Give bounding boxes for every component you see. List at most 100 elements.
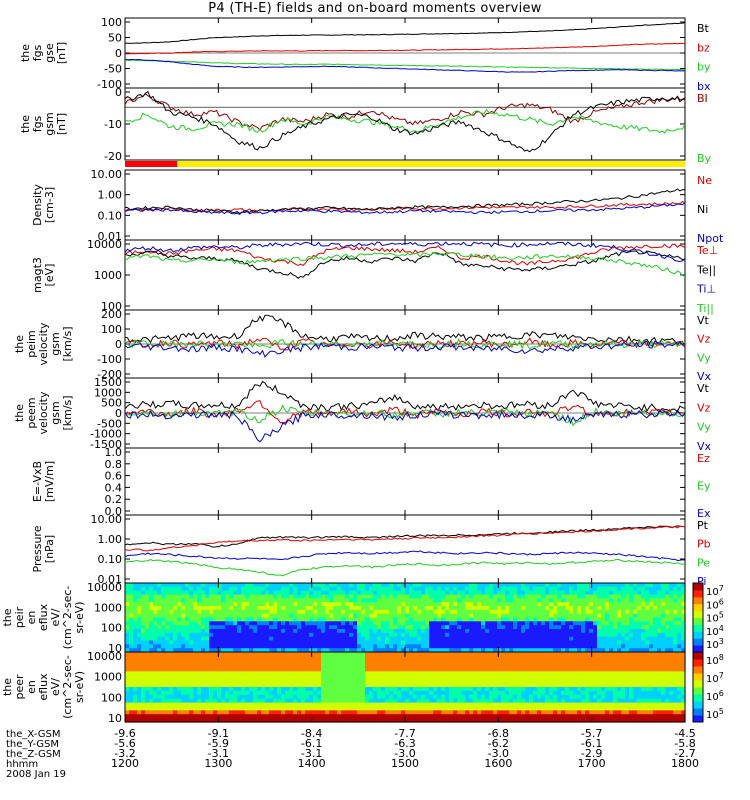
heatmap-cell [273, 667, 278, 673]
heatmap-cell [593, 652, 598, 657]
heatmap-cell [665, 636, 670, 642]
heatmap-cell [525, 644, 530, 649]
heatmap-cell [297, 613, 302, 619]
heatmap-cell [237, 583, 242, 588]
heatmap-cell [413, 636, 418, 642]
heatmap-cell [385, 621, 390, 626]
heatmap-cell [341, 594, 346, 599]
heatmap-cell [425, 613, 430, 619]
heatmap-cell [465, 698, 470, 704]
heatmap-cell [277, 644, 282, 649]
heatmap-cell [485, 659, 490, 665]
heatmap-cell [481, 583, 486, 588]
heatmap-cell [233, 613, 238, 619]
heatmap-cell [505, 652, 510, 657]
heatmap-cell [445, 640, 450, 645]
heatmap-cell [297, 655, 302, 661]
heatmap-cell [477, 687, 482, 692]
heatmap-cell [233, 632, 238, 638]
heatmap-cell [401, 652, 406, 657]
heatmap-cell [589, 702, 594, 708]
heatmap-cell [461, 659, 466, 665]
heatmap-cell [529, 671, 534, 676]
heatmap-cell [501, 675, 506, 680]
heatmap-cell [453, 648, 458, 653]
heatmap-cell [549, 629, 554, 634]
heatmap-cell [669, 629, 674, 634]
heatmap-cell [589, 606, 594, 611]
y-axis-label: thefgsgse[nT] [19, 42, 68, 64]
heatmap-cell [409, 590, 414, 596]
heatmap-cell [137, 640, 142, 645]
heatmap-cell [525, 706, 530, 711]
heatmap-cell [193, 648, 198, 653]
heatmap-cell [577, 690, 582, 696]
heatmap-cell [181, 621, 186, 626]
heatmap-cell [257, 621, 262, 626]
heatmap-cell [329, 667, 334, 673]
heatmap-cell [245, 609, 250, 615]
heatmap-cell [245, 698, 250, 704]
heatmap-cell [229, 687, 234, 692]
heatmap-cell [393, 663, 398, 669]
heatmap-cell [169, 606, 174, 611]
heatmap-cell [505, 632, 510, 638]
heatmap-cell [329, 590, 334, 596]
heatmap-cell [501, 663, 506, 669]
heatmap-cell [353, 702, 358, 708]
heatmap-cell [493, 714, 498, 719]
heatmap-cell [437, 609, 442, 615]
heatmap-cell [281, 636, 286, 642]
heatmap-cell [133, 663, 138, 669]
heatmap-cell [633, 644, 638, 649]
heatmap-cell [597, 636, 602, 642]
heatmap-cell [217, 679, 222, 684]
heatmap-cell [233, 706, 238, 711]
heatmap-cell [349, 617, 354, 622]
heatmap-cell [217, 698, 222, 704]
heatmap-cell [593, 640, 598, 645]
heatmap-cell [237, 698, 242, 704]
heatmap-cell [425, 683, 430, 688]
heatmap-cell [217, 671, 222, 676]
heatmap-cell [221, 613, 226, 619]
heatmap-cell [649, 640, 654, 645]
heatmap-cell [181, 606, 186, 611]
heatmap-cell [401, 706, 406, 711]
heatmap-cell [269, 598, 274, 603]
heatmap-cell [589, 594, 594, 599]
heatmap-cell [637, 594, 642, 599]
heatmap-cell [465, 683, 470, 688]
heatmap-cell [305, 679, 310, 684]
heatmap-cell [193, 583, 198, 588]
heatmap-cell [349, 644, 354, 649]
heatmap-cell [149, 586, 154, 592]
chart-title: P4 (TH-E) fields and on-board moments ov… [208, 1, 542, 16]
heatmap-cell [441, 710, 446, 715]
heatmap-cell [165, 652, 170, 657]
heatmap-cell [433, 617, 438, 622]
heatmap-cell [321, 602, 326, 607]
heatmap-cell [533, 671, 538, 676]
heatmap-cell [589, 586, 594, 592]
heatmap-cell [489, 636, 494, 642]
colorbar-label: 106 [706, 597, 724, 611]
heatmap-cell [245, 606, 250, 611]
heatmap-cell [469, 648, 474, 653]
heatmap-cell [309, 694, 314, 700]
heatmap-cell [505, 694, 510, 700]
heatmap-cell [441, 632, 446, 638]
heatmap-cell [425, 690, 430, 696]
heatmap-cell [405, 690, 410, 696]
heatmap-cell [265, 714, 270, 719]
heatmap-cell [613, 621, 618, 626]
heatmap-cell [329, 671, 334, 676]
heatmap-cell [641, 590, 646, 596]
heatmap-cell [237, 659, 242, 665]
heatmap-cell [473, 602, 478, 607]
heatmap-cell [353, 652, 358, 657]
heatmap-cell [301, 632, 306, 638]
heatmap-cell [157, 609, 162, 615]
heatmap-cell [681, 598, 686, 603]
heatmap-cell [309, 714, 314, 719]
